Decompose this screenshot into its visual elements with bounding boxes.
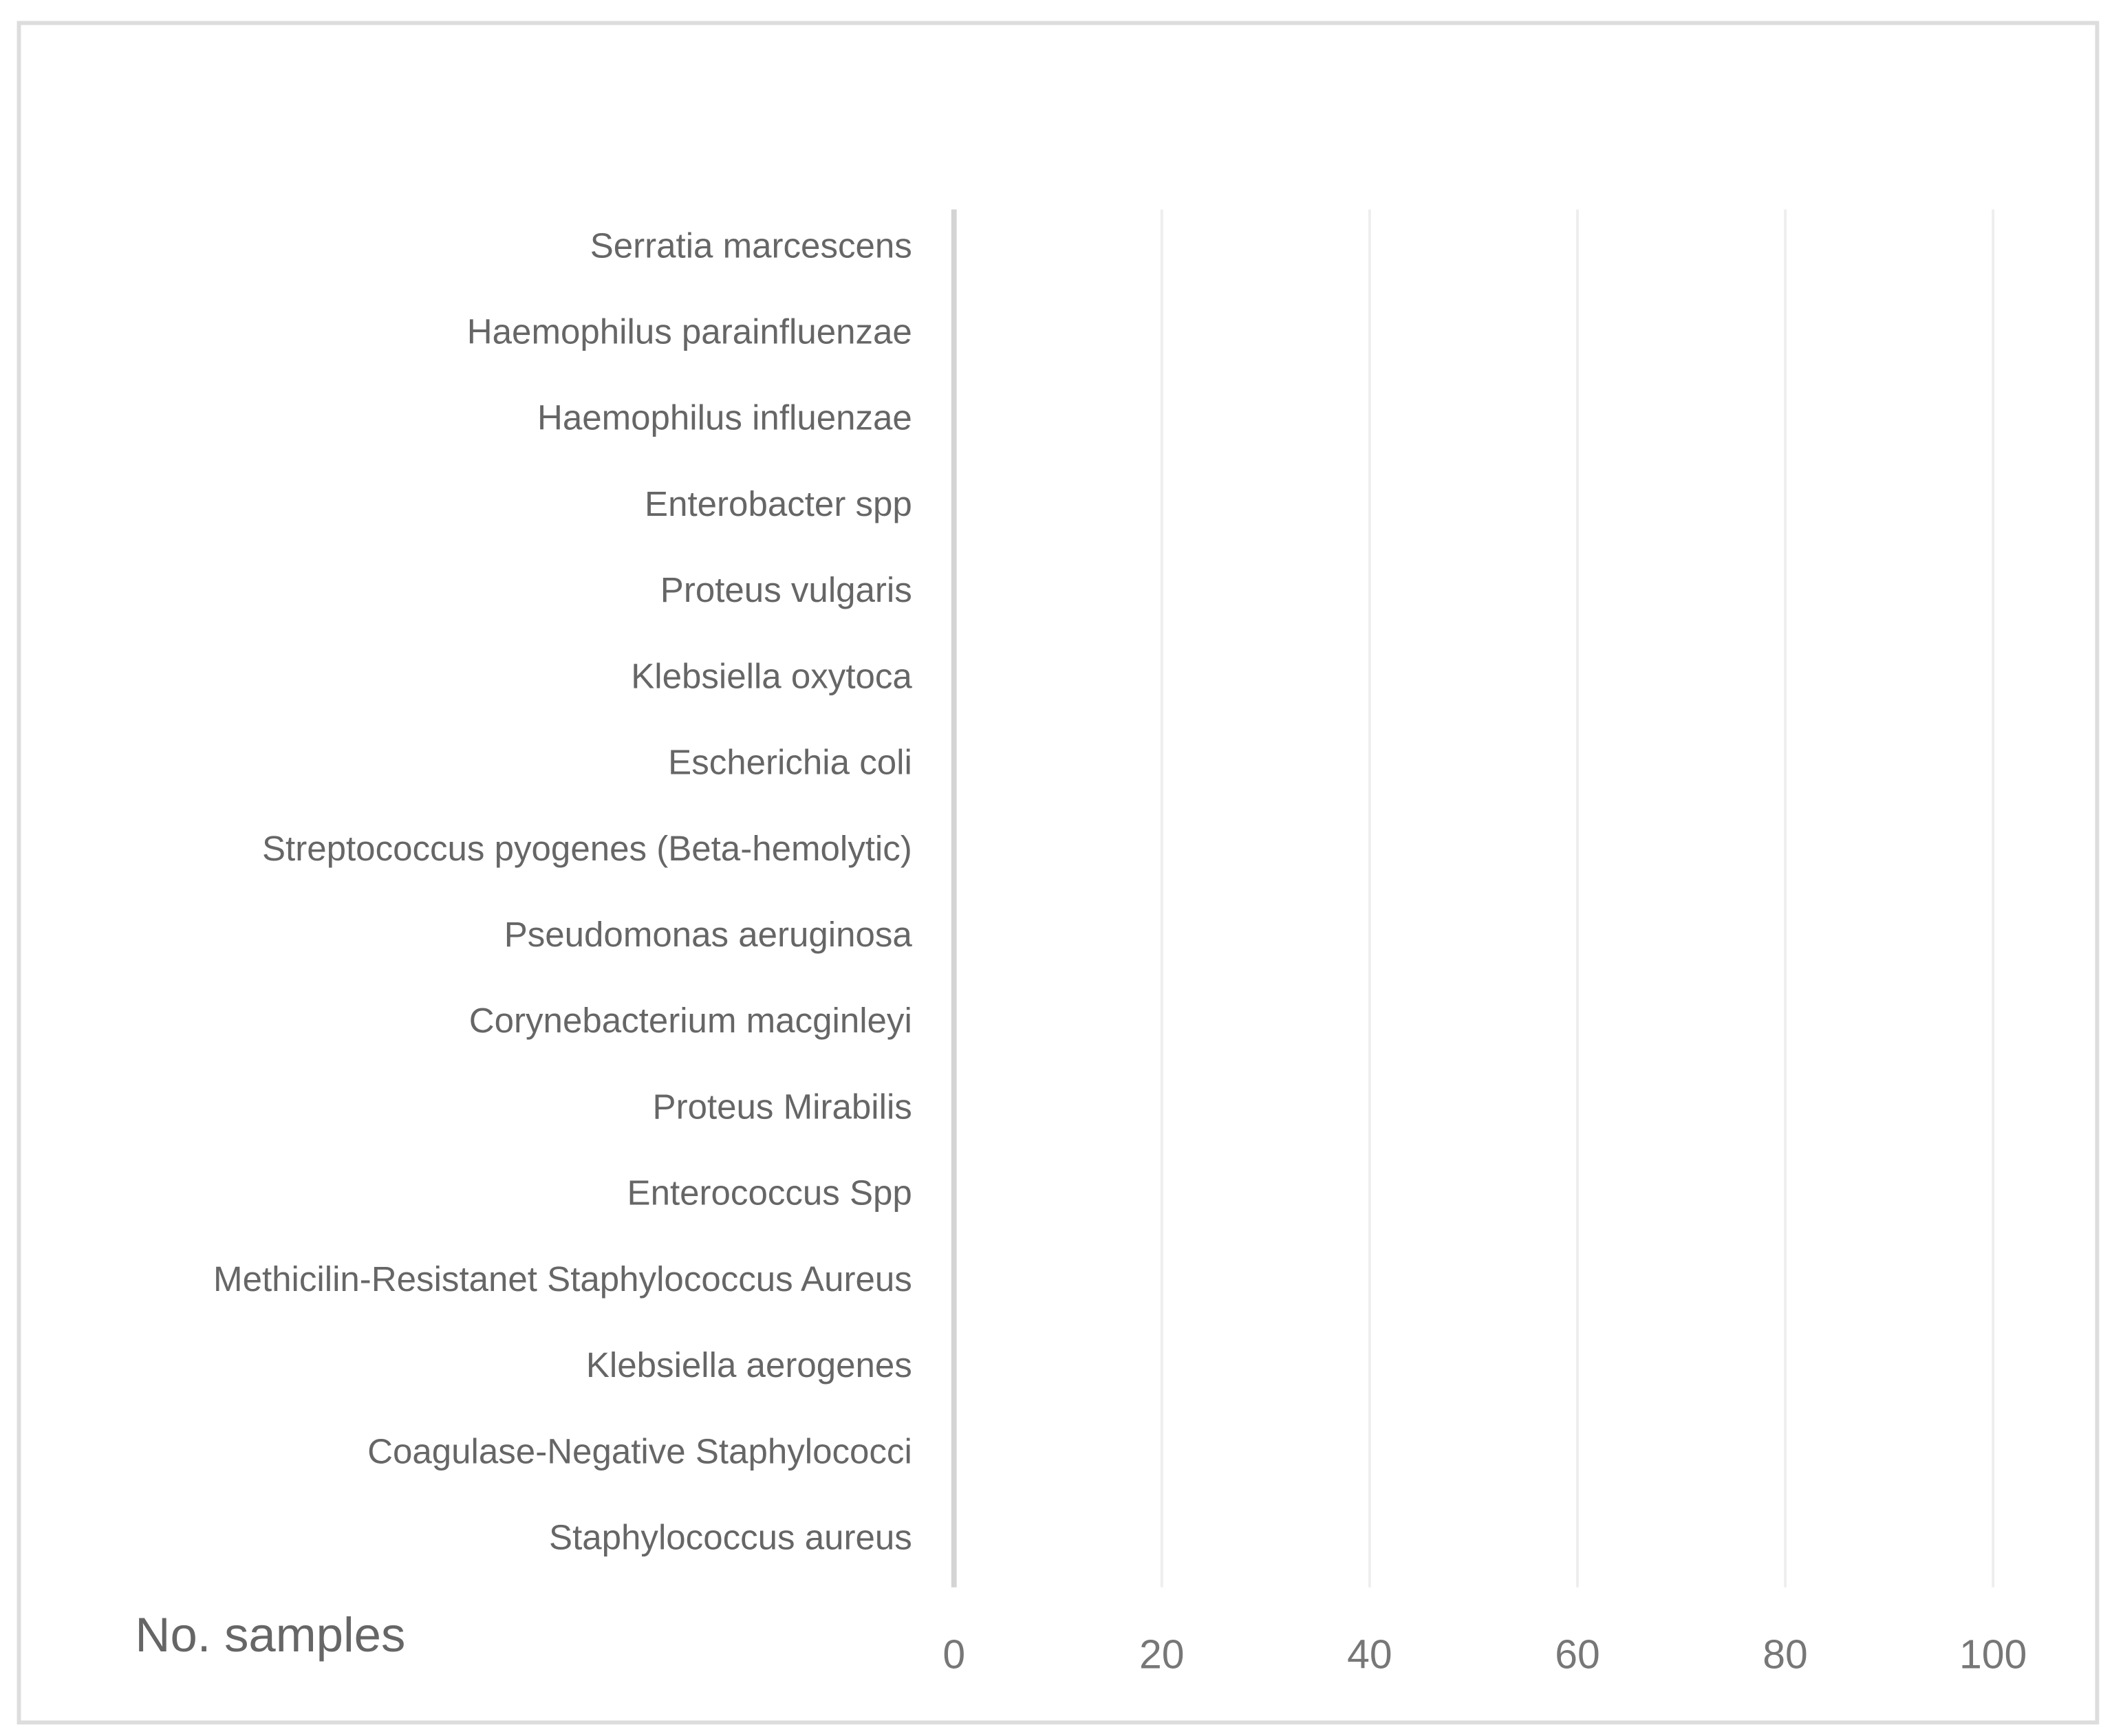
y-tick-label: Coagulase-Negative Staphylococci xyxy=(367,1431,912,1471)
y-tick-label: Haemophilus influenzae xyxy=(537,398,912,437)
x-axis-label: No. samples xyxy=(135,1607,405,1662)
x-tick-label: 0 xyxy=(942,1633,965,1678)
y-tick-label: Methicilin-Resistanet Staphylococcus Aur… xyxy=(213,1259,912,1299)
y-tick-label: Klebsiella aerogenes xyxy=(586,1345,912,1385)
x-tick-label: 80 xyxy=(1763,1633,1808,1678)
y-tick-label: Proteus Mirabilis xyxy=(653,1087,912,1126)
y-tick-label: Pseudomonas aeruginosa xyxy=(504,915,913,954)
y-tick-label: Escherichia coli xyxy=(668,743,912,782)
y-tick-label: Enterobacter spp xyxy=(645,484,912,523)
y-tick-label: Proteus vulgaris xyxy=(660,570,912,609)
y-tick-label: Serratia marcescens xyxy=(590,226,912,265)
y-tick-label: Corynebacterium macginleyi xyxy=(469,1001,912,1040)
chart-border xyxy=(17,21,2100,1725)
x-tick-label: 20 xyxy=(1139,1633,1185,1678)
y-tick-label: Staphylococcus aureus xyxy=(549,1518,912,1557)
y-tick-label: Enterococcus Spp xyxy=(627,1173,912,1213)
y-tick-label: Klebsiella oxytoca xyxy=(631,656,912,695)
x-tick-label: 100 xyxy=(1959,1633,2027,1678)
y-tick-label: Haemophilus parainfluenzae xyxy=(467,312,912,351)
x-tick-label: 40 xyxy=(1347,1633,1392,1678)
x-tick-label: 60 xyxy=(1555,1633,1600,1678)
y-tick-label: Streptococcus pyogenes (Beta-hemolytic) xyxy=(262,829,912,868)
